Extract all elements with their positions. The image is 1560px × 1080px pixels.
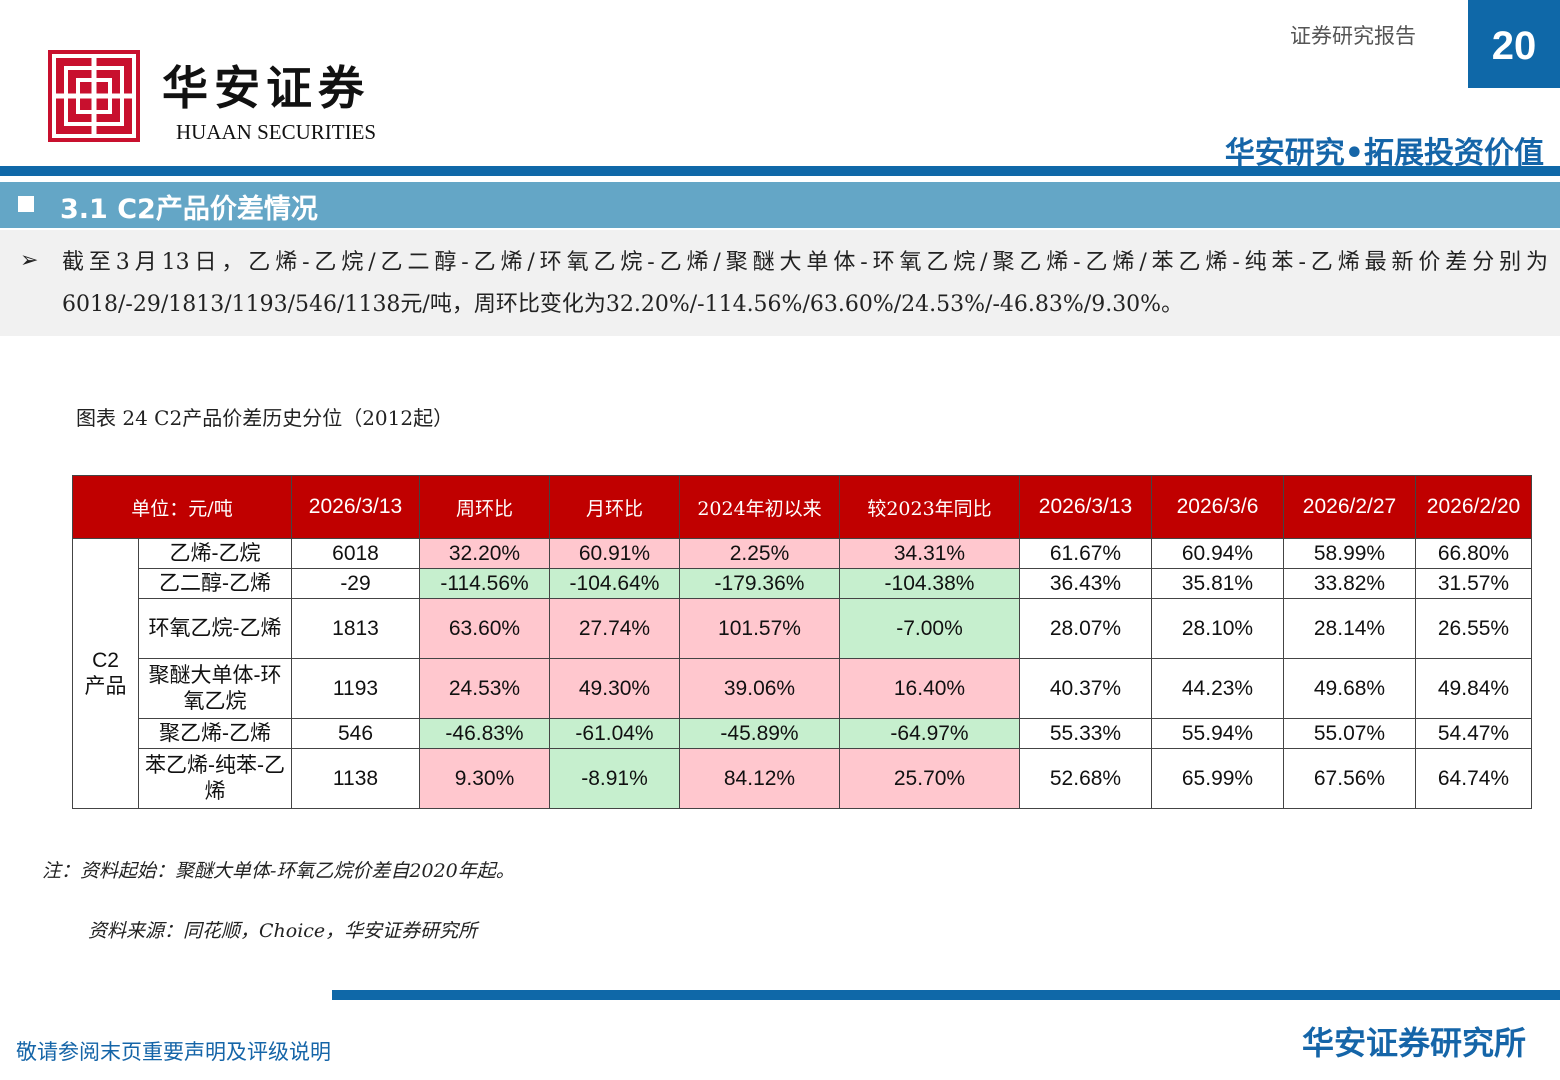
brand-name-cn: 华安证券 [162,61,370,115]
section-title: 3.1 C2产品价差情况 [60,194,318,225]
table-row: 聚醚大单体-环氧乙烷 1193 24.53% 49.30% 39.06% 16.40% 40… [73,658,1532,719]
percentile-cell: 58.99% [1283,538,1416,569]
header-pct-date-3: 2026/2/27 [1283,475,1416,539]
header-wow: 周环比 [419,475,550,539]
footer-disclaimer[interactable]: 敬请参阅末页重要声明及评级说明 [16,1040,331,1064]
summary-box: ➢ 截至3月13日，乙烯-乙烷/乙二醇-乙烯/环氧乙烷-乙烯/聚醚大单体-环氧乙… [0,230,1560,336]
change-cell: -8.91% [549,748,680,809]
row-name: 聚醚大单体-环氧乙烷 [138,658,292,719]
change-cell: -61.04% [549,718,680,749]
change-cell: 34.31% [839,538,1020,569]
percentile-cell: 60.94% [1151,538,1284,569]
percentile-cell: 31.57% [1415,568,1532,599]
header-divider [0,166,1560,176]
change-cell: 84.12% [679,748,840,809]
table-row: 环氧乙烷-乙烯 1813 63.60% 27.74% 101.57% -7.00% 28.0… [73,598,1532,659]
header-pct-date-1: 2026/3/13 [1019,475,1152,539]
row-value: 6018 [291,538,420,569]
header-pct-date-4: 2026/2/20 [1415,475,1532,539]
change-cell: 49.30% [549,658,680,719]
footer-institute: 华安证券研究所 [1301,1024,1526,1062]
change-cell: 25.70% [839,748,1020,809]
percentile-cell: 44.23% [1151,658,1284,719]
table-row: C2 产品 乙烯-乙烷 6018 32.20% 60.91% 2.25% 34.31% 61.… [72,538,1532,809]
arrow-bullet-icon: ➢ [20,248,39,273]
percentile-cell: 26.55% [1415,598,1532,659]
change-cell: 60.91% [549,538,680,569]
change-cell: -104.64% [549,568,680,599]
change-cell: -46.83% [419,718,550,749]
row-group-label: C2 产品 [72,538,139,809]
percentile-cell: 49.84% [1415,658,1532,719]
percentile-cell: 65.99% [1151,748,1284,809]
header-pct-date-2: 2026/3/6 [1151,475,1284,539]
percentile-cell: 49.68% [1283,658,1416,719]
spread-percentile-table: 单位：元/吨 2026/3/13 周环比 月环比 2024年初以来 较2023年… [72,475,1532,809]
percentile-cell: 64.74% [1415,748,1532,809]
change-cell: 39.06% [679,658,840,719]
row-name: 乙二醇-乙烯 [138,568,292,599]
square-bullet-icon [18,196,34,212]
percentile-cell: 55.94% [1151,718,1284,749]
change-cell: -114.56% [419,568,550,599]
table-row: 聚乙烯-乙烯 546 -46.83% -61.04% -45.89% -64.97% 55.… [73,718,1532,749]
row-name: 聚乙烯-乙烯 [138,718,292,749]
change-cell: 27.74% [549,598,680,659]
header-date: 2026/3/13 [291,475,420,539]
percentile-cell: 36.43% [1019,568,1152,599]
percentile-cell: 28.14% [1283,598,1416,659]
percentile-cell: 40.37% [1019,658,1152,719]
percentile-cell: 33.82% [1283,568,1416,599]
data-source: 资料来源：同花顺，Choice，华安证券研究所 [88,920,478,942]
logo-mark [48,50,140,142]
percentile-cell: 61.67% [1019,538,1152,569]
row-name: 环氧乙烷-乙烯 [138,598,292,659]
figure-caption: 图表 24 C2产品价差历史分位（2012起） [76,406,454,430]
percentile-cell: 55.07% [1283,718,1416,749]
brand-name-en: HUAAN SECURITIES [176,120,377,144]
report-type: 证券研究报告 [1290,24,1416,48]
header-yoy: 较2023年同比 [839,475,1020,539]
row-name: 乙烯-乙烷 [138,538,292,569]
header-mom: 月环比 [549,475,680,539]
percentile-cell: 66.80% [1415,538,1532,569]
percentile-cell: 28.07% [1019,598,1152,659]
percentile-cell: 54.47% [1415,718,1532,749]
row-name: 苯乙烯-纯苯-乙烯 [138,748,292,809]
table-row: 苯乙烯-纯苯-乙烯 1138 9.30% -8.91% 84.12% 25.70% 52.6… [73,748,1532,809]
change-cell: 32.20% [419,538,550,569]
table-row: 乙二醇-乙烯 -29 -114.56% -104.64% -179.36% -104.38… [73,568,1532,599]
change-cell: 2.25% [679,538,840,569]
row-value: 1813 [291,598,420,659]
table-header-row: 单位：元/吨 2026/3/13 周环比 月环比 2024年初以来 较2023年… [72,475,1532,539]
percentile-cell: 52.68% [1019,748,1152,809]
percentile-cell: 55.33% [1019,718,1152,749]
change-cell: -64.97% [839,718,1020,749]
summary-text: 截至3月13日，乙烯-乙烷/乙二醇-乙烯/环氧乙烷-乙烯/聚醚大单体-环氧乙烷/… [62,250,1548,317]
header-unit: 单位：元/吨 [72,475,292,539]
page-number: 20 [1468,0,1560,88]
change-cell: 16.40% [839,658,1020,719]
change-cell: -104.38% [839,568,1020,599]
footer-divider [332,990,1560,1000]
row-value: 1193 [291,658,420,719]
change-cell: 101.57% [679,598,840,659]
section-header: 3.1 C2产品价差情况 [0,182,1560,228]
percentile-cell: 28.10% [1151,598,1284,659]
row-value: 546 [291,718,420,749]
change-cell: 24.53% [419,658,550,719]
change-cell: -45.89% [679,718,840,749]
slogan: 华安研究•拓展投资价值 [1224,136,1544,171]
change-cell: 63.60% [419,598,550,659]
header-ytd: 2024年初以来 [679,475,840,539]
percentile-cell: 35.81% [1151,568,1284,599]
table-note: 注：资料起始：聚醚大单体-环氧乙烷价差自2020年起。 [42,860,515,882]
row-value: -29 [291,568,420,599]
change-cell: -179.36% [679,568,840,599]
change-cell: -7.00% [839,598,1020,659]
change-cell: 9.30% [419,748,550,809]
percentile-cell: 67.56% [1283,748,1416,809]
row-value: 1138 [291,748,420,809]
